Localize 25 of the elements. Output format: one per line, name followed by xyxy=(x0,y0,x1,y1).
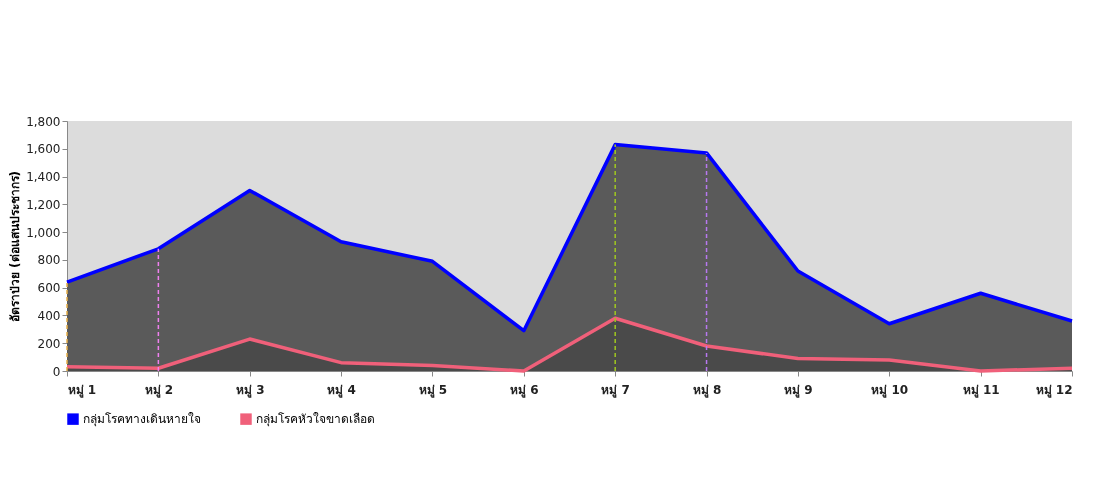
legend-label: กลุ่มโรคทางเดินหายใจ xyxy=(83,412,201,428)
y-tick-label: 1,200 xyxy=(26,197,61,212)
y-tick-label: 1,000 xyxy=(26,225,61,240)
x-tick-label: หมู่ 7 xyxy=(601,382,630,398)
x-tick-label: หมู่ 9 xyxy=(784,382,813,398)
x-tick-label: หมู่ 8 xyxy=(692,382,722,398)
y-tick-label: 200 xyxy=(37,336,61,351)
x-tick-label: หมู่ 11 xyxy=(962,382,1000,398)
x-tick-label: หมู่ 6 xyxy=(510,382,539,398)
x-tick-label: หมู่ 1 xyxy=(67,382,97,398)
y-tick-label: 400 xyxy=(37,308,61,323)
x-tick-label: หมู่ 4 xyxy=(327,382,356,398)
x-tick-label: หมู่ 2 xyxy=(144,382,174,398)
y-tick-label: 1,600 xyxy=(26,142,61,157)
y-tick-label: 1,400 xyxy=(26,170,61,185)
y-tick-label: 1,800 xyxy=(26,114,61,129)
x-tick-label: หมู่ 10 xyxy=(871,382,909,398)
x-tick-label: หมู่ 3 xyxy=(235,382,265,398)
y-tick-label: 0 xyxy=(52,364,61,379)
legend-label: กลุ่มโรคหัวใจขาดเลือด xyxy=(256,412,375,428)
x-tick-label: หมู่ 12 xyxy=(1035,382,1073,398)
y-tick-label: 800 xyxy=(37,253,61,268)
y-tick-label: 600 xyxy=(37,281,61,296)
x-tick-label: หมู่ 5 xyxy=(418,382,448,398)
y-axis-title: อัตราป่วย (ต่อแสนประชากร) xyxy=(8,170,23,323)
